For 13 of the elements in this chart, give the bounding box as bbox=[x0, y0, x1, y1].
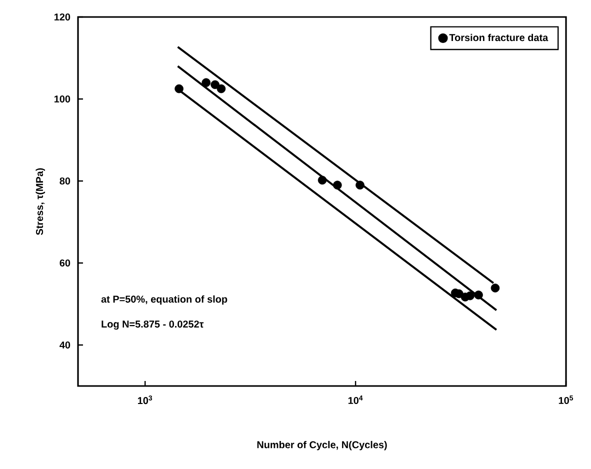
legend-label: Torsion fracture data bbox=[449, 34, 548, 42]
y-tick-label: 120 bbox=[54, 13, 70, 21]
y-axis-title: Stress, τ(MPa) bbox=[36, 168, 46, 235]
y-tick-label: 80 bbox=[60, 177, 70, 185]
y-tick-label: 60 bbox=[60, 259, 70, 267]
y-tick-label: 100 bbox=[54, 95, 70, 103]
y-tick-label: 40 bbox=[60, 341, 70, 349]
annotation: at P=50%, equation of slop bbox=[101, 295, 228, 305]
x-axis-title: Number of Cycle, N(Cycles) bbox=[257, 440, 387, 450]
x-tick-label: 10$^{3}$ bbox=[138, 396, 152, 404]
x-tick-label: 10$^{4}$ bbox=[348, 396, 363, 404]
annotation: Log N=5.875 - 0.0252τ bbox=[102, 320, 204, 330]
x-tick-label: 10$^{5}$ bbox=[558, 396, 574, 404]
